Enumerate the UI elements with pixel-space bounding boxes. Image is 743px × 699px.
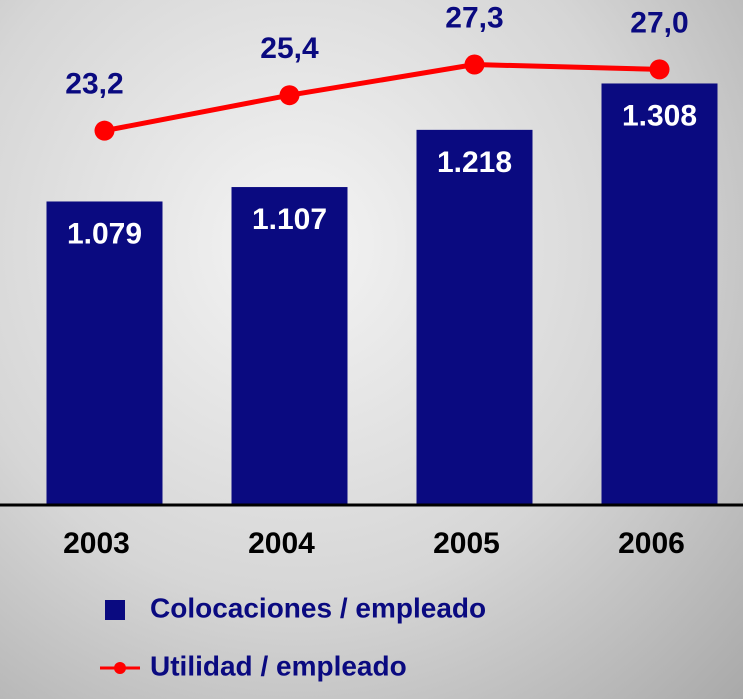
- legend-swatch-marker: [114, 662, 126, 674]
- bar-value-label: 1.079: [67, 217, 142, 250]
- line-value-label: 23,2: [65, 68, 123, 101]
- line-value-label: 25,4: [260, 32, 319, 65]
- bar: [231, 187, 348, 505]
- line-marker: [649, 59, 670, 80]
- x-tick-label: 2006: [618, 527, 685, 560]
- x-tick-label: 2003: [63, 527, 130, 560]
- bar: [601, 83, 718, 506]
- line-marker: [279, 85, 300, 106]
- bar-value-label: 1.107: [252, 203, 327, 236]
- legend-label: Colocaciones / empleado: [150, 592, 486, 623]
- line-value-label: 27,3: [445, 1, 503, 34]
- legend-label: Utilidad / empleado: [150, 650, 407, 681]
- bar-value-label: 1.308: [622, 99, 697, 132]
- bar: [416, 129, 533, 505]
- x-tick-label: 2005: [433, 527, 500, 560]
- line-value-label: 27,0: [630, 6, 688, 39]
- bar-value-label: 1.218: [437, 146, 512, 179]
- line-marker: [464, 54, 485, 75]
- line: [104, 62, 660, 134]
- bar: [46, 201, 163, 506]
- legend-swatch: [105, 600, 125, 620]
- x-tick-label: 2004: [248, 527, 315, 560]
- line-marker: [94, 120, 115, 141]
